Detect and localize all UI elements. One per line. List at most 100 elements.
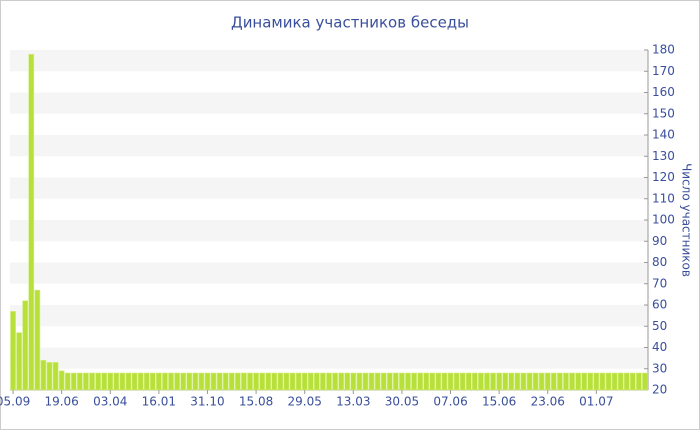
y-tick-label: 80 [652, 255, 667, 269]
bar [210, 372, 217, 391]
y-tick-label: 50 [652, 319, 667, 333]
y-tick-label: 150 [652, 106, 675, 120]
bar [228, 372, 235, 391]
bar [599, 372, 606, 391]
y-tick-label: 160 [652, 85, 675, 99]
bar [143, 372, 150, 391]
bar [34, 289, 41, 391]
bar [320, 372, 326, 391]
bar [113, 372, 120, 391]
y-tick-label: 140 [652, 128, 675, 142]
bar [471, 372, 478, 391]
y-tick-label: 20 [652, 383, 667, 397]
bar [313, 372, 320, 391]
bar [137, 372, 144, 391]
y-tick-label: 70 [652, 276, 667, 290]
bar [484, 372, 490, 391]
bar [289, 372, 296, 391]
bar [423, 372, 430, 391]
bar [356, 372, 363, 391]
bar [307, 372, 314, 391]
bar [241, 372, 247, 391]
bar [192, 372, 199, 391]
y-tick-label: 60 [652, 298, 667, 312]
bar [374, 372, 381, 391]
bar [247, 372, 253, 391]
bar [538, 372, 545, 391]
y-tick-label: 180 [652, 43, 675, 57]
bar [611, 372, 618, 391]
bar [265, 372, 272, 391]
x-tick-label: 15.06 [482, 395, 516, 409]
bar [368, 372, 375, 391]
bar [119, 372, 126, 391]
x-tick-label: 31.10 [190, 395, 224, 409]
bar [550, 372, 557, 391]
bar [77, 372, 83, 391]
bar [411, 372, 417, 391]
bar [623, 372, 630, 391]
bar [642, 372, 648, 391]
grid-band [10, 177, 648, 199]
bar [283, 372, 290, 391]
bar [478, 372, 484, 391]
bar [508, 372, 515, 391]
y-tick-label: 130 [652, 149, 675, 163]
bar [380, 372, 387, 391]
bar [392, 372, 399, 391]
bar [429, 372, 436, 391]
bar [58, 370, 65, 391]
bar [563, 372, 569, 391]
bar [198, 372, 205, 391]
bar [636, 372, 642, 391]
bar [459, 372, 466, 391]
y-tick-label: 100 [652, 213, 675, 227]
bar [186, 372, 193, 391]
bar [569, 372, 575, 391]
bar [332, 372, 338, 391]
x-tick-label: 13.03 [336, 395, 370, 409]
bar [156, 372, 162, 391]
bar [575, 372, 581, 391]
x-tick-label: 23.06 [531, 395, 565, 409]
bar [204, 372, 211, 391]
bar [581, 372, 588, 391]
y-tick-label: 90 [652, 234, 667, 248]
x-tick-label: 16.01 [142, 395, 176, 409]
grid-band [10, 347, 648, 369]
y-axis-title: Число участников [680, 163, 694, 277]
bar [605, 372, 612, 391]
bar [162, 372, 168, 391]
bar [52, 362, 59, 391]
bar [46, 362, 53, 391]
bar [386, 372, 393, 391]
bar [259, 372, 266, 391]
y-tick-label: 170 [652, 64, 675, 78]
bar [447, 372, 454, 391]
bar [344, 372, 351, 391]
x-tick-label: 03.04 [93, 395, 127, 409]
bar [350, 372, 357, 391]
bar [490, 372, 496, 391]
bar [271, 372, 278, 391]
bar [22, 300, 29, 391]
bar [149, 372, 156, 391]
bar [222, 372, 229, 391]
x-tick-label: 30.05 [385, 395, 419, 409]
grid-band [10, 220, 648, 242]
bar [338, 372, 345, 391]
bar [453, 372, 460, 391]
bar [405, 372, 411, 391]
bar [301, 372, 308, 391]
bar [83, 372, 89, 391]
bar [28, 53, 35, 391]
bar [277, 372, 284, 391]
bar [70, 372, 77, 391]
bar [180, 372, 187, 391]
grid-band [10, 50, 648, 72]
bar [64, 372, 71, 391]
bar [593, 372, 600, 391]
bar [131, 372, 138, 391]
bar [253, 372, 259, 391]
y-tick-label: 110 [652, 191, 675, 205]
